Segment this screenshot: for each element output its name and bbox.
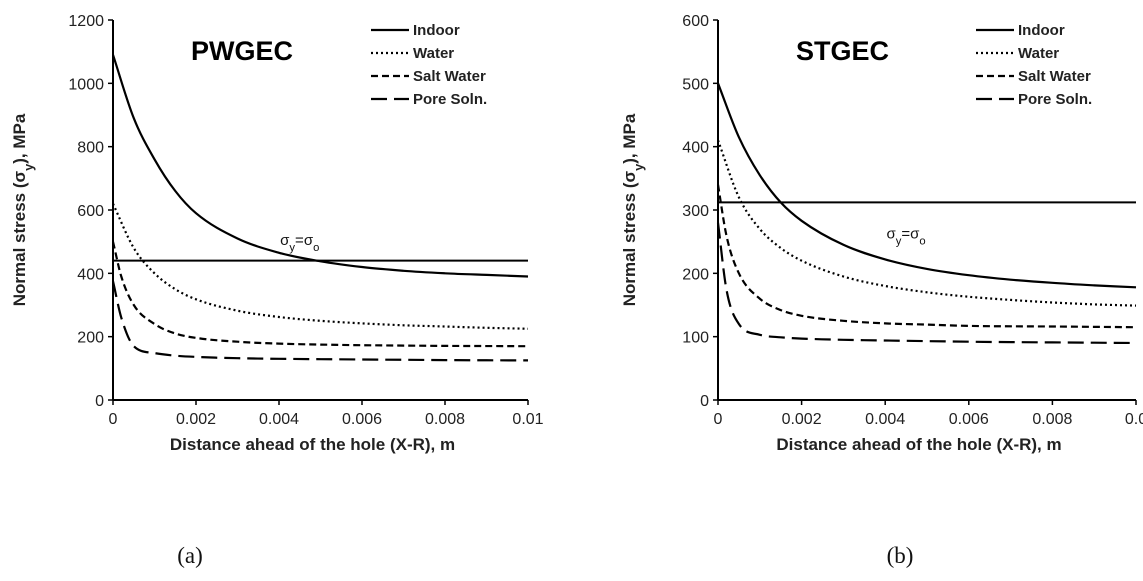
legend-label: Salt Water: [1018, 68, 1091, 85]
x-tick-label: 0.006: [342, 411, 382, 428]
x-tick-label: 0: [714, 411, 723, 428]
series-line-indoor: [716, 82, 1137, 289]
y-axis-title: Normal stress (σy), MPa: [620, 113, 646, 306]
x-tick-label: 0.01: [512, 411, 543, 428]
x-tick-label: 0.008: [425, 411, 465, 428]
panel-caption: (b): [887, 543, 914, 568]
legend-label: Indoor: [413, 22, 460, 39]
x-tick-label: 0.004: [865, 411, 905, 428]
x-tick-label: 0.0: [1125, 411, 1143, 428]
series-line-water: [112, 203, 529, 330]
series-line-pore-soln: [716, 222, 1137, 345]
series-line-salt-water: [716, 184, 1137, 329]
chart-title: STGEC: [796, 36, 889, 66]
x-tick-label: 0: [109, 411, 118, 428]
x-tick-label: 0.002: [176, 411, 216, 428]
y-tick-label: 200: [77, 330, 104, 347]
legend-label: Water: [1018, 45, 1059, 62]
x-tick-label: 0.004: [259, 411, 299, 428]
legend-label: Pore Soln.: [1018, 91, 1092, 108]
y-tick-label: 800: [77, 140, 104, 157]
annotation-label: σy=σo: [887, 226, 926, 248]
chart-panel-a: 0 200 400 600 800 1000 1200 0 0.002 0.004 0.006 0.0…: [10, 13, 544, 568]
y-tick-label: 600: [77, 203, 104, 220]
x-tick-label: 0.006: [949, 411, 989, 428]
y-tick-label: 600: [682, 13, 709, 30]
y-axis-title: Normal stress (σy), MPa: [10, 113, 36, 306]
legend-label: Water: [413, 45, 454, 62]
series-line-indoor: [111, 54, 529, 278]
y-tick-label: 0: [700, 393, 709, 410]
x-tick-label: 0.008: [1032, 411, 1072, 428]
chart-panel-b: 0 100 200 300 400 500 600 0 0.002 0.004 0.006 0.008…: [620, 13, 1143, 568]
y-tick-label: 200: [682, 266, 709, 283]
y-tick-label: 1000: [68, 76, 104, 93]
x-axis-title: Distance ahead of the hole (X-R), m: [776, 435, 1061, 454]
y-tick-label: 100: [682, 330, 709, 347]
legend-label: Indoor: [1018, 22, 1065, 39]
y-tick-label: 1200: [68, 13, 104, 30]
y-tick-label: 400: [77, 266, 104, 283]
y-tick-label: 300: [682, 203, 709, 220]
chart-title: PWGEC: [191, 36, 293, 66]
annotation-label: σy=σo: [280, 232, 319, 254]
y-tick-label: 400: [682, 140, 709, 157]
panel-caption: (a): [177, 543, 203, 568]
series-line-pore-soln: [111, 281, 529, 362]
y-tick-label: 500: [682, 76, 709, 93]
x-tick-label: 0.002: [782, 411, 822, 428]
legend-label: Pore Soln.: [413, 91, 487, 108]
series-line-salt-water: [111, 241, 529, 348]
series-line-water: [716, 139, 1137, 307]
y-tick-label: 0: [95, 393, 104, 410]
legend-label: Salt Water: [413, 68, 486, 85]
x-axis-title: Distance ahead of the hole (X-R), m: [170, 435, 455, 454]
